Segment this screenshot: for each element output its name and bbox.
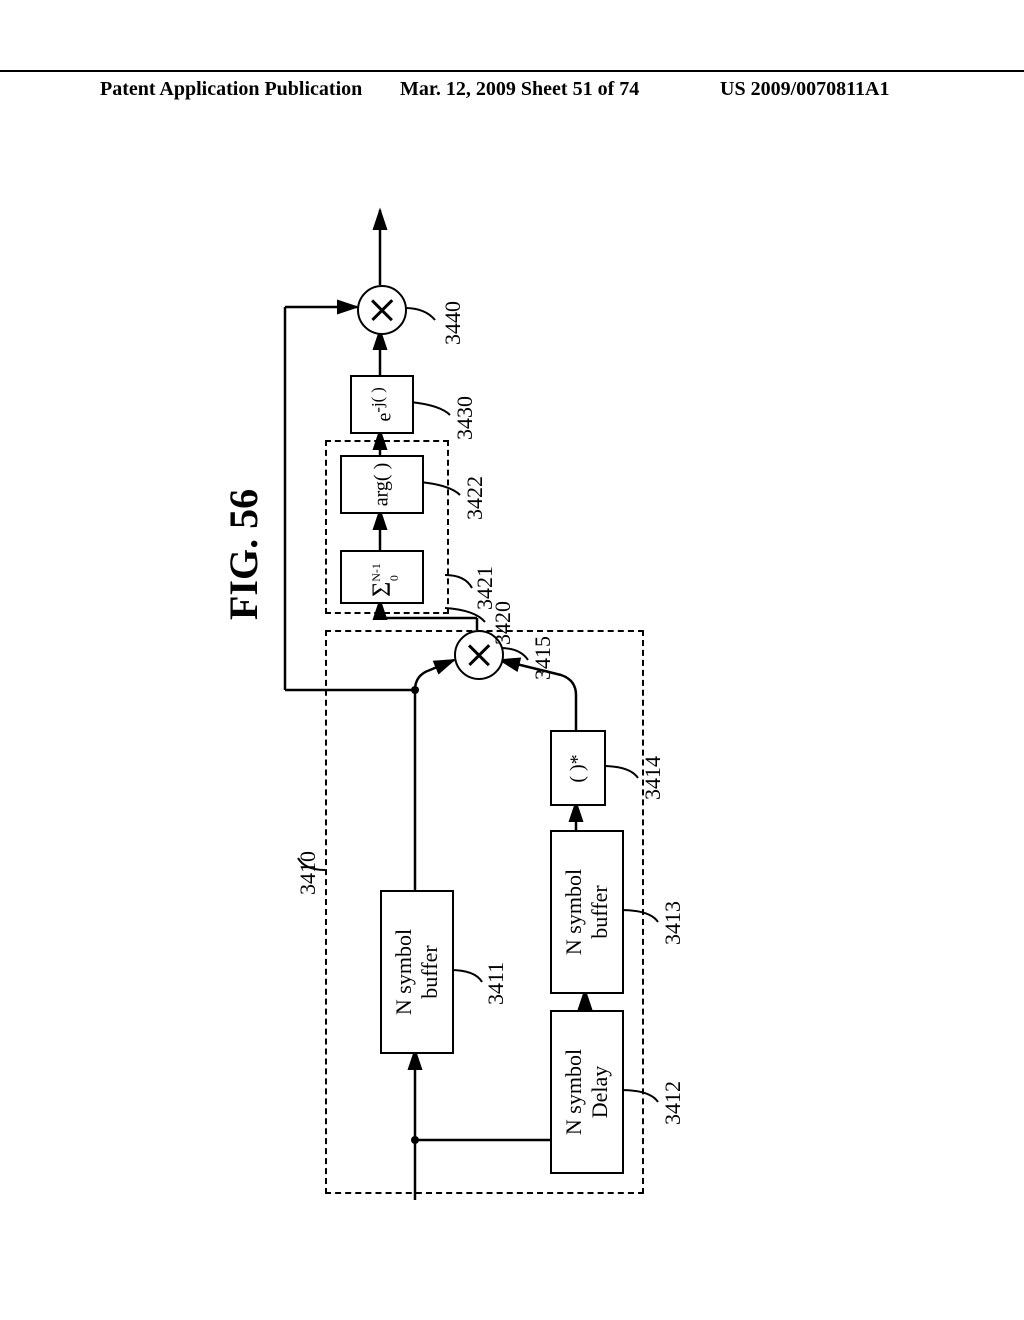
block-buffer2: N symbolbuffer (550, 830, 624, 994)
header-right: US 2009/0070811A1 (720, 78, 889, 101)
block-arg: arg( ) (340, 455, 424, 514)
page-header: Patent Application Publication Mar. 12, … (0, 70, 1024, 78)
block-sum-label: ΣN-10 (367, 557, 397, 597)
ref-3440: 3440 (440, 301, 466, 345)
ref-3411: 3411 (483, 962, 509, 1005)
ref-3412: 3412 (660, 1081, 686, 1125)
block-delay-label: N symbolDelay (561, 1049, 613, 1135)
header-left: Patent Application Publication (100, 78, 362, 101)
ref-3415: 3415 (530, 636, 556, 680)
ref-3421: 3421 (472, 566, 498, 610)
ref-3422: 3422 (462, 476, 488, 520)
block-conj: ( )* (550, 730, 606, 806)
ref-3414: 3414 (640, 756, 666, 800)
header-mid: Mar. 12, 2009 Sheet 51 of 74 (400, 78, 639, 101)
mixer-3440 (357, 285, 407, 335)
ref-3430: 3430 (452, 396, 478, 440)
block-delay: N symbolDelay (550, 1010, 624, 1174)
block-conj-label: ( )* (566, 754, 589, 782)
block-exp-label: e-j( ) (368, 387, 397, 421)
block-buffer2-label: N symbolbuffer (561, 869, 613, 955)
block-arg-label: arg( ) (371, 463, 394, 507)
block-buffer1-label: N symbolbuffer (391, 929, 443, 1015)
ref-3413: 3413 (660, 901, 686, 945)
block-buffer1: N symbolbuffer (380, 890, 454, 1054)
block-sum: ΣN-10 (340, 550, 424, 604)
ref-3410: 3410 (295, 851, 321, 895)
block-exp: e-j( ) (350, 375, 414, 434)
diagram-canvas: N symbolbuffer N symbolDelay N symbolbuf… (250, 150, 950, 1200)
